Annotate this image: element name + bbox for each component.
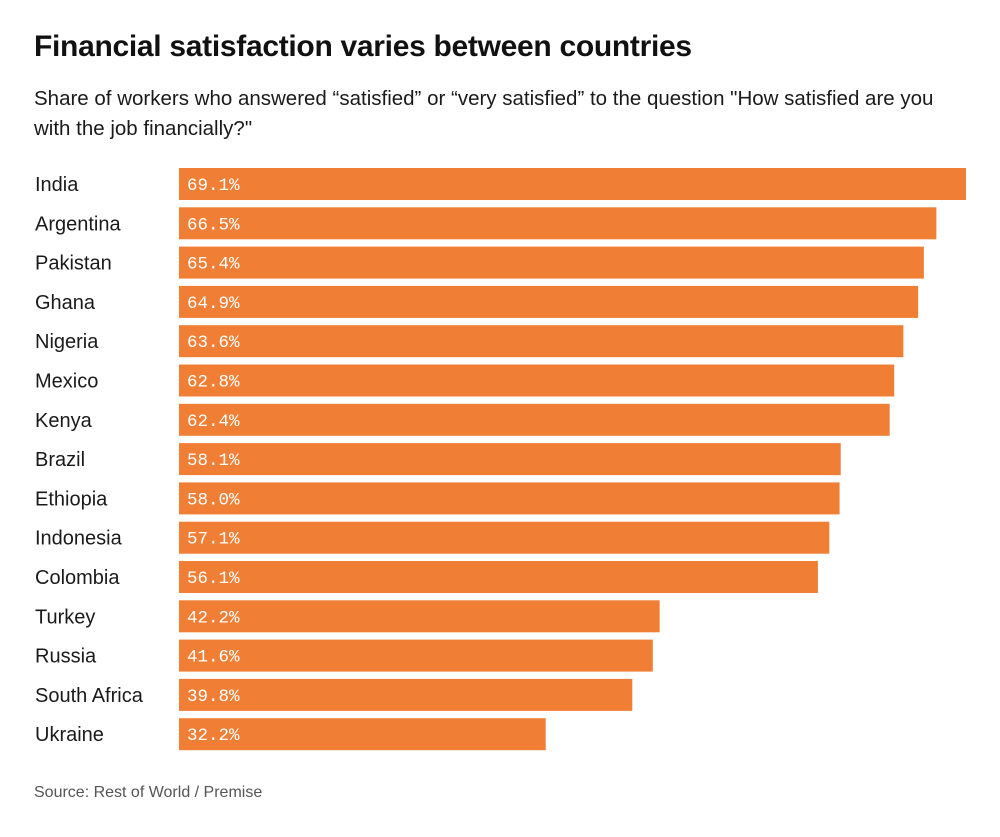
category-label: Argentina: [35, 213, 121, 235]
bar: [179, 207, 937, 240]
source-note: Source: Rest of World / Premise: [34, 784, 263, 801]
bar-value-label: 42.2%: [187, 608, 240, 628]
bar: [179, 482, 840, 515]
category-label: Brazil: [35, 449, 85, 471]
bar: [179, 403, 890, 436]
bar-value-label: 66.5%: [187, 215, 240, 235]
bar: [179, 168, 966, 200]
bar-chart: India 69.1% Argentina 66.5% Pakistan 65.4% Gha…: [35, 168, 966, 751]
bar-value-label: 62.4%: [187, 412, 240, 432]
bar: [179, 443, 841, 476]
bar-value-label: 56.1%: [187, 569, 240, 589]
bar-value-label: 62.8%: [187, 373, 240, 393]
bar: [179, 364, 895, 397]
bar-value-label: 63.6%: [187, 333, 240, 353]
bar: [179, 639, 653, 672]
bar: [179, 246, 924, 279]
bar-value-label: 64.9%: [187, 294, 240, 314]
bar: [179, 718, 546, 751]
bar: [179, 600, 660, 633]
category-label: South Africa: [35, 685, 144, 707]
bar-value-label: 32.2%: [187, 726, 240, 746]
bar-value-label: 58.0%: [187, 490, 240, 510]
bar-value-label: 57.1%: [187, 530, 240, 550]
bar: [179, 285, 919, 318]
category-label: Pakistan: [35, 253, 112, 275]
bar: [179, 521, 830, 554]
bar-value-label: 65.4%: [187, 255, 240, 275]
category-label: Ukraine: [35, 724, 104, 746]
bar-value-label: 69.1%: [187, 176, 240, 196]
category-label: Russia: [35, 646, 97, 668]
category-label: Mexico: [35, 371, 98, 393]
bar-value-label: 41.6%: [187, 648, 240, 668]
category-label: Kenya: [35, 410, 93, 432]
category-label: Turkey: [35, 606, 95, 628]
bar: [179, 678, 633, 711]
bar: [179, 561, 818, 593]
category-label: Ethiopia: [35, 488, 108, 510]
category-label: Indonesia: [35, 528, 123, 550]
bar-value-label: 39.8%: [187, 687, 240, 707]
chart-title: Financial satisfaction varies between co…: [34, 30, 692, 63]
bar: [179, 325, 904, 358]
category-label: Nigeria: [35, 331, 99, 353]
category-label: India: [35, 174, 79, 196]
chart-subtitle: Share of workers who answered “satisfied…: [34, 87, 934, 140]
category-label: Ghana: [35, 292, 96, 314]
category-label: Colombia: [35, 567, 120, 589]
bar-value-label: 58.1%: [187, 451, 240, 471]
